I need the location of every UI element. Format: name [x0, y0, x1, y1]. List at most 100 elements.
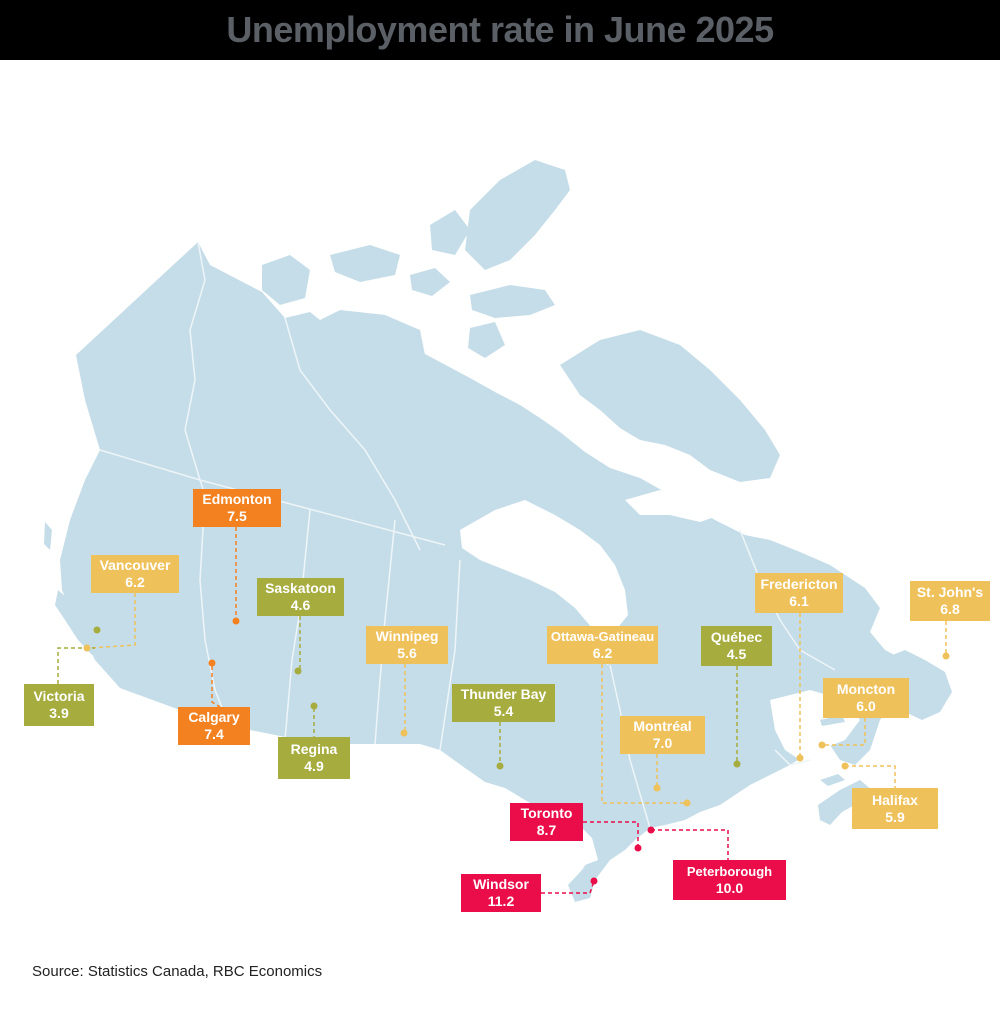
city-marker-thunder-bay: [496, 762, 504, 770]
city-marker-montr-al: [653, 784, 661, 792]
melville-island-shape: [330, 245, 400, 282]
city-label-halifax: Halifax 5.9: [852, 788, 938, 829]
city-name: Calgary: [188, 709, 240, 725]
city-rate-value: 11.2: [487, 893, 515, 909]
leader-line-moncton: [822, 718, 866, 746]
banks-island-shape: [262, 255, 310, 305]
border-manitoba-ontario: [439, 559, 461, 751]
city-label-vancouver: Vancouver 6.2: [91, 555, 179, 593]
source-note: Source: Statistics Canada, RBC Economics: [32, 963, 323, 980]
city-label-winnipeg: Winnipeg 5.6: [366, 626, 448, 664]
city-marker-victoria: [93, 626, 101, 634]
city-rate-value: 5.4: [493, 703, 514, 719]
city-marker-halifax: [841, 762, 849, 770]
border-bc-alberta: [199, 494, 231, 729]
baffin-island-shape: [560, 330, 780, 482]
city-rate-value: 8.7: [536, 822, 557, 838]
leader-line-peterborough: [651, 829, 729, 860]
hudson-strait-shape: [625, 490, 720, 522]
city-marker-regina: [310, 702, 318, 710]
city-marker-ottawa-gatineau: [683, 799, 691, 807]
city-rate-value: 7.4: [204, 726, 224, 742]
leader-line-calgary: [211, 666, 221, 708]
city-marker-saskatoon: [294, 667, 302, 675]
city-name: Victoria: [33, 688, 85, 704]
city-name: Windsor: [473, 876, 529, 892]
city-label-thunder-bay: Thunder Bay 5.4: [452, 684, 555, 722]
city-name: Winnipeg: [375, 628, 439, 644]
city-rate-value: 4.9: [304, 758, 324, 774]
city-rate-value: 6.2: [125, 574, 145, 590]
city-label-calgary: Calgary 7.4: [178, 707, 250, 745]
city-label-peterborough: Peterborough 10.0: [673, 860, 786, 900]
city-name: Fredericton: [760, 576, 838, 592]
city-marker-calgary: [208, 659, 216, 667]
city-name: St. John's: [916, 584, 984, 600]
southampton-island-shape: [560, 462, 608, 490]
city-rate-value: 3.9: [49, 705, 69, 721]
city-marker-winnipeg: [400, 729, 408, 737]
city-name: Regina: [290, 741, 338, 757]
city-rate-value: 7.0: [652, 735, 673, 751]
city-marker-edmonton: [232, 617, 240, 625]
city-name: Québec: [710, 629, 763, 645]
city-rate-value: 6.1: [789, 593, 809, 609]
leader-line-toronto: [583, 821, 639, 848]
city-label-qu-bec: Québec 4.5: [701, 626, 772, 666]
pei-shape: [820, 774, 845, 786]
city-marker-moncton: [818, 741, 826, 749]
city-label-edmonton: Edmonton 7.5: [193, 489, 281, 527]
somerset-island-shape: [468, 322, 505, 358]
border-yukon-nwt: [184, 241, 206, 481]
map-title: Unemployment rate in June 2025: [226, 9, 774, 50]
canada-map: [44, 160, 952, 902]
city-name: Ottawa-Gatineau: [550, 629, 655, 644]
border-nwt-nunavut: [284, 317, 421, 551]
leader-line-vancouver: [89, 593, 136, 649]
city-name: Moncton: [836, 681, 896, 697]
city-rate-value: 6.8: [940, 601, 960, 617]
city-rate-value: 5.9: [885, 808, 905, 825]
city-marker-vancouver: [83, 644, 91, 652]
axel-heiberg-shape: [430, 210, 470, 255]
city-marker-st-john-s: [942, 652, 950, 660]
leader-lines: [57, 527, 947, 894]
city-name: Halifax: [872, 791, 918, 808]
title-bar: Unemployment rate in June 2025: [0, 0, 1000, 60]
victoria-island-shape: [300, 310, 425, 372]
city-name: Toronto: [520, 805, 573, 821]
city-rate-value: 10.0: [715, 880, 744, 896]
city-marker-peterborough: [647, 826, 655, 834]
bathurst-island-shape: [410, 268, 450, 296]
city-marker-qu-bec: [733, 760, 741, 768]
city-rate-value: 4.5: [726, 646, 747, 662]
vancouver-island-shape: [55, 590, 100, 655]
city-marker-fredericton: [796, 754, 804, 762]
city-rate-value: 4.6: [290, 597, 311, 613]
city-label-saskatoon: Saskatoon 4.6: [257, 578, 344, 616]
leader-line-halifax: [845, 765, 896, 788]
city-rate-value: 7.5: [227, 508, 247, 524]
haida-gwaii-shape: [44, 522, 52, 550]
city-label-ottawa-gatineau: Ottawa-Gatineau 6.2: [547, 626, 658, 664]
city-label-regina: Regina 4.9: [278, 737, 350, 779]
hudson-bay-shape: [460, 500, 628, 635]
city-name: Vancouver: [99, 557, 171, 573]
leader-line-victoria: [57, 647, 95, 684]
city-label-windsor: Windsor 11.2: [461, 874, 541, 912]
canada-landmass: [44, 160, 952, 902]
city-name: Thunder Bay: [460, 686, 547, 702]
king-william-island-shape: [430, 372, 462, 396]
border-quebec-labrador: [739, 529, 836, 671]
city-label-fredericton: Fredericton 6.1: [755, 573, 843, 613]
city-name: Edmonton: [202, 491, 272, 507]
ellesmere-island-shape: [465, 160, 570, 270]
city-rate-value: 6.0: [856, 698, 876, 714]
city-marker-windsor: [590, 877, 598, 885]
city-label-victoria: Victoria 3.9: [24, 684, 94, 726]
city-rate-value: 5.6: [397, 645, 417, 661]
city-label-montr-al: Montréal 7.0: [620, 716, 705, 754]
devon-island-shape: [470, 285, 555, 318]
city-label-st-john-s: St. John's 6.8: [910, 581, 990, 621]
border-alberta-sask: [284, 509, 311, 741]
